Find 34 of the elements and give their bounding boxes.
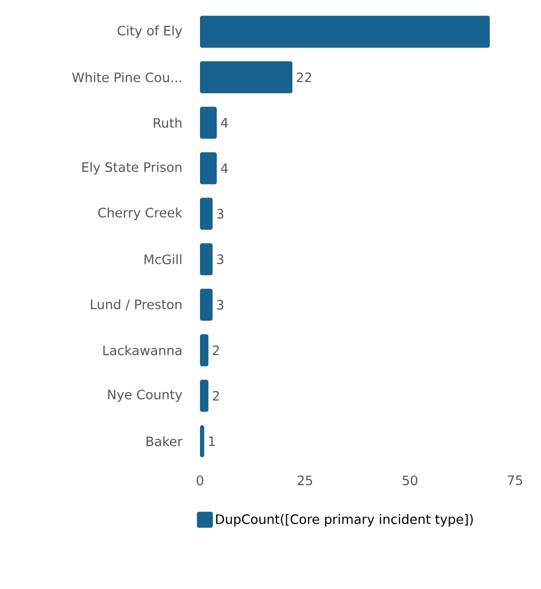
data-label: 2 — [212, 345, 219, 356]
legend-label: DupCount([Core primary incident type]) — [216, 514, 473, 527]
y-tick-label: Lund / Preston — [90, 299, 182, 310]
x-tick-label: 50 — [402, 476, 418, 486]
bar — [200, 288, 213, 321]
y-tick-label: White Pine Cou... — [72, 72, 182, 82]
bar — [200, 61, 292, 94]
bar — [200, 425, 204, 458]
x-tick-label: 25 — [298, 476, 312, 486]
data-label: 3 — [217, 208, 224, 219]
bar — [200, 152, 217, 184]
y-tick-label: Cherry Creek — [98, 207, 182, 220]
data-label: 4 — [220, 118, 228, 128]
data-label: 22 — [296, 72, 312, 82]
bar — [200, 16, 490, 48]
y-tick-label: Lackawanna — [103, 345, 182, 356]
bar — [200, 198, 213, 230]
x-tick-label: 0 — [196, 476, 204, 486]
bar — [200, 380, 208, 412]
y-tick-label: Ruth — [154, 118, 182, 128]
data-label: 3 — [217, 300, 224, 310]
y-tick-label: McGill — [144, 254, 182, 264]
data-label: 4 — [220, 164, 228, 173]
x-tick-label: 75 — [508, 476, 522, 486]
y-tick-label: Nye County — [108, 390, 182, 402]
data-label: 3 — [217, 254, 224, 264]
y-tick-label: Ely State Prison — [82, 162, 182, 175]
bar — [200, 106, 217, 139]
bar — [200, 243, 213, 276]
y-tick-label: City of Ely — [118, 25, 182, 38]
y-tick-label: Baker — [146, 436, 182, 446]
data-label: 1 — [209, 436, 215, 446]
data-label: 2 — [212, 390, 219, 401]
bar — [200, 334, 208, 366]
